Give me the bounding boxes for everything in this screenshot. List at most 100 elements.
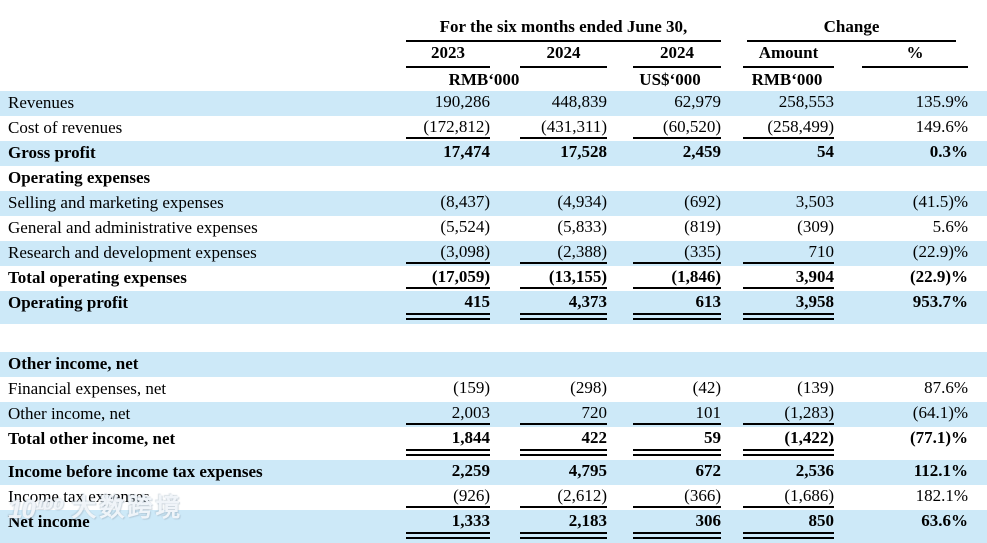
right-margin-cell [970,141,987,166]
empty-corner-cell [0,42,390,68]
income-statement-table: For the six months ended June 30, Change… [0,4,987,543]
cell-2023-rmb [390,166,500,191]
table-row: Other income, net [0,352,987,377]
cell-value: 415 [406,291,490,320]
column-header-2024-usd: 2024 [617,42,723,68]
cell-change-percent: 149.6% [838,116,970,141]
cell-value: (77.1)% [909,428,969,447]
cell-change-percent: (22.9)% [838,266,970,291]
cell-value: (309) [797,217,834,236]
cell-2024-rmb: 422 [500,427,617,460]
cell-value: 306 [633,510,721,539]
cell-2024-usd: (366) [617,485,723,510]
cell-2024-rmb: (431,311) [500,116,617,141]
row-label: Income tax expenses [8,487,150,506]
table-row: Financial expenses, net (159) (298) (42) (13… [0,377,987,402]
right-margin-cell [970,460,987,485]
cell-2023-rmb: 2,259 [390,460,500,485]
cell-change-percent: 182.1% [838,485,970,510]
cell-change-percent: 5.6% [838,216,970,241]
right-margin-cell [970,4,987,42]
cell-value: 3,904 [743,266,834,289]
row-label: General and administrative expenses [8,218,258,237]
right-margin-cell [970,166,987,191]
cell-value: (13,155) [520,266,607,289]
cell-value [520,166,607,187]
cell-2024-rmb: 720 [500,402,617,427]
spacer-row [0,324,987,352]
right-margin-cell [970,116,987,141]
table-row: Income tax expenses (926) (2,612) (366) (1,6… [0,485,987,510]
cell-2023-rmb: 1,844 [390,427,500,460]
period-group-header: For the six months ended June 30, [390,4,723,42]
right-margin-cell [970,68,987,91]
cell-2023-rmb: (3,098) [390,241,500,266]
cell-value: (819) [684,217,721,236]
cell-2024-rmb: (2,612) [500,485,617,510]
cell-change-percent: (41.5)% [838,191,970,216]
right-margin-cell [970,266,987,291]
cell-change-amount: (1,422) [723,427,838,460]
empty-corner-cell [0,4,390,42]
watermark: 10¹⁰⁰ 大数跨境 [8,495,183,522]
cell-change-percent: 63.6% [838,510,970,543]
cell-2023-rmb: 415 [390,291,500,324]
right-margin-cell [970,91,987,116]
cell-value: (1,422) [743,427,834,456]
cell-change-amount: 710 [723,241,838,266]
cell-value: (366) [633,485,721,508]
row-label: Other income, net [8,354,139,373]
cell-value: 190,286 [434,92,490,111]
spacer-cell [0,324,987,352]
cell-2024-usd: (60,520) [617,116,723,141]
amount-label: Amount [743,43,834,68]
cell-change-percent [838,166,970,191]
cell-value: (3,098) [406,241,490,264]
cell-change-percent: 135.9% [838,91,970,116]
column-header-percent: % [838,42,970,68]
row-label: Cost of revenues [8,118,123,137]
cell-2024-rmb: 4,795 [500,460,617,485]
row-label: Operating profit [8,293,129,312]
cell-change-amount: 3,958 [723,291,838,324]
cell-value: 2,536 [795,461,834,480]
cell-value: (5,833) [557,217,607,236]
table-row: Cost of revenues (172,812) (431,311) (60,52… [0,116,987,141]
cell-value: (298) [570,378,607,397]
row-label: Total other income, net [8,429,176,448]
cell-2023-rmb [390,352,500,377]
cell-value: (159) [453,378,490,397]
cell-2024-usd: (692) [617,191,723,216]
unit-rmb-group: RMB‘000 [448,70,520,89]
table-row: Income before income tax expenses 2,259 4,… [0,460,987,485]
unit-header-row: RMB‘000 US$‘000 RMB‘000 [0,68,987,91]
table-row: Revenues 190,286 448,839 62,979 258,553 135.9… [0,91,987,116]
cell-value: 5.6% [932,217,969,236]
cell-value: 112.1% [913,461,969,480]
table-row: Total other income, net 1,844 422 59 (1,422)… [0,427,987,460]
cell-change-amount: 54 [723,141,838,166]
cell-value: (60,520) [633,116,721,139]
cell-value: 17,474 [443,142,490,161]
cell-change-percent: 87.6% [838,377,970,402]
row-label: Operating expenses [8,168,151,187]
percent-label: % [862,43,969,68]
cell-change-percent [838,352,970,377]
cell-value: 2,459 [682,142,721,161]
cell-value: (258,499) [743,116,834,139]
cell-value: 422 [520,427,607,456]
cell-2023-rmb: (17,059) [390,266,500,291]
cell-value: (431,311) [520,116,607,139]
cell-2024-rmb: 17,528 [500,141,617,166]
cell-value: 0.3% [929,142,969,161]
change-group-header: Change [723,4,970,42]
year-2024-usd-label: 2024 [633,43,721,68]
cell-2023-rmb: (926) [390,485,500,510]
cell-value: (172,812) [406,116,490,139]
cell-2023-rmb: (159) [390,377,500,402]
cell-value: 62,979 [674,92,721,111]
cell-value: 672 [695,461,722,480]
cell-change-percent: (22.9)% [838,241,970,266]
table-row: Operating profit 415 4,373 613 3,958 953.7% [0,291,987,324]
unit-rmb-amount: RMB‘000 [751,70,823,89]
